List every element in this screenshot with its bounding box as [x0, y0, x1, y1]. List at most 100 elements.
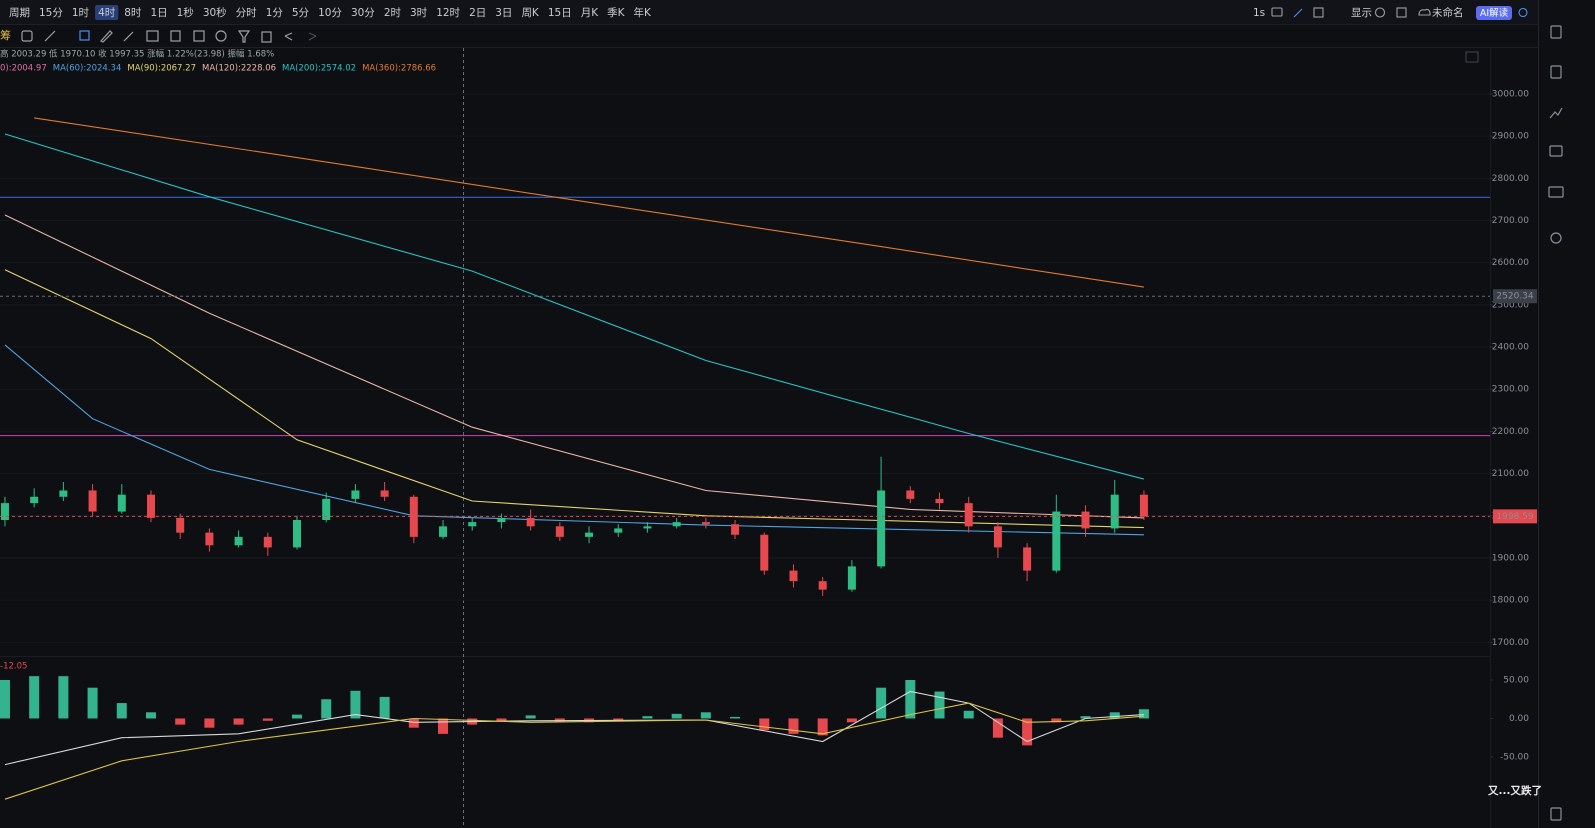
period-tab[interactable]: 1日	[150, 7, 167, 19]
info-line: 高 2003.29 低 1970.10 收 1997.35 涨幅 1.22%(2…	[0, 49, 274, 60]
tool-icon[interactable]	[123, 31, 134, 42]
macd-bar	[1138, 709, 1149, 719]
ai-button[interactable]	[1476, 6, 1512, 20]
tool-icon[interactable]	[100, 30, 113, 43]
candle-body	[146, 494, 155, 518]
candle-body	[993, 526, 1002, 548]
legend-entry: MA(360):2786.66	[362, 64, 436, 74]
price-tag-label: 1998.59	[1496, 512, 1533, 522]
period-tab[interactable]: 1分	[266, 7, 284, 19]
candle-body	[964, 503, 973, 527]
sidebar-icon[interactable]	[1549, 107, 1563, 119]
screenshot-icon[interactable]	[1465, 51, 1479, 63]
period-tab[interactable]: 分时	[236, 7, 257, 19]
period-tab[interactable]: 10分	[318, 7, 342, 19]
y-tick-label: 1700.00	[1492, 638, 1529, 648]
sidebar[interactable]	[1465, 25, 1564, 821]
period-tab[interactable]: 月K	[581, 7, 599, 19]
macd-bar	[145, 712, 156, 719]
period-highlight[interactable]	[95, 5, 119, 20]
cloud-icon[interactable]	[1418, 8, 1431, 16]
tool-icon[interactable]	[215, 30, 227, 42]
period-tab[interactable]: 2时	[384, 7, 402, 19]
period-tab[interactable]: 8时	[124, 7, 142, 19]
toolbar-item[interactable]: 1s	[1253, 7, 1265, 19]
period-tab[interactable]: 2日	[469, 7, 486, 19]
fullscreen-icon[interactable]	[1396, 7, 1407, 18]
macd-bar	[496, 718, 507, 721]
tool-icon[interactable]	[79, 30, 90, 41]
candle-body	[88, 490, 97, 512]
macd-bar	[934, 691, 945, 719]
tool-icon[interactable]	[284, 32, 293, 41]
macd-bar	[29, 676, 40, 719]
drawing-tools[interactable]	[21, 30, 317, 43]
window-icon[interactable]	[1313, 7, 1324, 18]
sidebar-icon[interactable]	[1550, 25, 1562, 39]
candle-body	[818, 581, 827, 590]
period-tab[interactable]: 15日	[548, 7, 572, 19]
y-tick-label: 2700.00	[1492, 216, 1529, 226]
pen-icon[interactable]	[1293, 8, 1303, 18]
toolbar-item[interactable]: 未命名	[1432, 6, 1464, 19]
macd-bar	[292, 714, 303, 719]
tool-icon[interactable]	[308, 32, 317, 41]
candle-body	[59, 490, 68, 497]
sidebar-icon[interactable]	[1548, 186, 1564, 198]
macd-bar	[438, 718, 449, 734]
period-tab[interactable]: 5分	[292, 7, 310, 19]
sidebar-icon[interactable]	[1550, 807, 1562, 821]
period-tab[interactable]: 年K	[633, 6, 651, 19]
tool-icon[interactable]	[44, 30, 56, 42]
y-tick-label: 2600.00	[1492, 258, 1529, 268]
macd-bar	[87, 687, 98, 719]
ai-button-label[interactable]: AI解读	[1480, 7, 1509, 19]
period-tab[interactable]: 1秒	[177, 6, 195, 19]
period-tab[interactable]: 4时	[98, 7, 116, 19]
candle-body	[585, 532, 594, 537]
tool-icon[interactable]	[170, 30, 181, 42]
period-tab[interactable]: 季K	[607, 7, 625, 19]
period-tab[interactable]: 12时	[436, 7, 460, 19]
y-tick-label: 2400.00	[1492, 343, 1529, 353]
period-tab[interactable]: 3日	[495, 7, 512, 19]
macd-bar	[1051, 718, 1062, 723]
candle-body	[468, 522, 477, 527]
tool-icon[interactable]	[261, 31, 272, 43]
candle-body	[555, 526, 564, 537]
candle-body	[263, 536, 272, 548]
toolbar-item[interactable]: 显示	[1351, 7, 1372, 19]
legend-entry: 0):2004.97	[0, 64, 47, 74]
toolbar-icons[interactable]	[1271, 7, 1528, 18]
candle-body	[847, 566, 856, 590]
period-tab[interactable]: 周期	[9, 7, 30, 19]
candle-body	[701, 522, 710, 525]
share-icon[interactable]	[1518, 7, 1528, 18]
period-tab[interactable]: 3时	[410, 7, 428, 19]
period-tab[interactable]: 1时	[72, 7, 90, 19]
sidebar-icon[interactable]	[1550, 65, 1562, 79]
sidebar-icon[interactable]	[1550, 232, 1562, 244]
macd-bar	[0, 680, 10, 719]
y-tick-label: 1900.00	[1492, 553, 1529, 563]
y-tick-label: 2900.00	[1492, 132, 1529, 142]
period-tab[interactable]: 30秒	[203, 6, 227, 19]
candle-body	[643, 526, 652, 529]
sidebar-icon[interactable]	[1549, 145, 1563, 157]
period-tab[interactable]: 30分	[351, 7, 375, 19]
ma-line	[4, 214, 1144, 519]
macd-bar	[1109, 712, 1120, 719]
tool-icon[interactable]	[146, 30, 159, 42]
period-tab[interactable]: 周K	[521, 7, 539, 19]
camera-icon[interactable]	[1271, 7, 1283, 17]
period-tab[interactable]: 15分	[39, 7, 63, 19]
tool-icon[interactable]	[237, 30, 251, 43]
tools-label: 筹	[0, 28, 11, 42]
tool-icon[interactable]	[193, 30, 205, 42]
tool-icon[interactable]	[21, 30, 33, 42]
settings-icon[interactable]	[1374, 7, 1386, 18]
y-tick-label: -50.00	[1500, 752, 1529, 762]
macd-bar	[700, 712, 711, 719]
candle-body	[1110, 494, 1119, 529]
